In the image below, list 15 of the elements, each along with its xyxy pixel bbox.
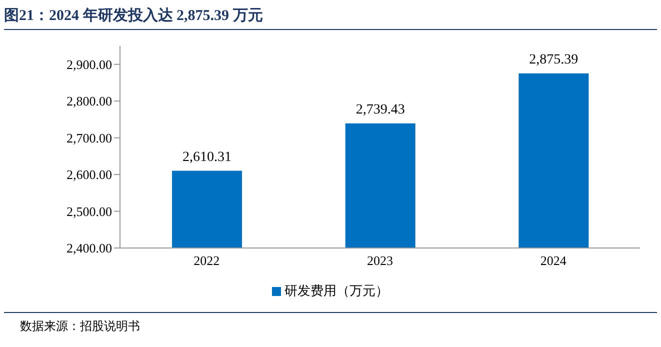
y-tick-label: 2,500.00 [66, 204, 112, 219]
y-tick-label: 2,800.00 [66, 94, 112, 109]
y-tick-label: 2,600.00 [66, 167, 112, 182]
x-tick-label: 2022 [194, 253, 220, 268]
data-label: 2,875.39 [529, 52, 578, 68]
x-tick-label: 2024 [540, 253, 567, 268]
legend-label: 研发费用（万元） [284, 283, 388, 298]
data-label: 2,739.43 [356, 102, 405, 118]
y-tick-label: 2,900.00 [66, 56, 112, 72]
x-tick-label: 2023 [367, 253, 393, 268]
chart-title: 图21：2024 年研发投入达 2,875.39 万元 [4, 6, 263, 25]
y-tick-label: 2,400.00 [66, 240, 112, 256]
data-label: 2,610.31 [182, 150, 232, 165]
source-note: 数据来源：招股说明书 [20, 318, 140, 335]
y-tick-label: 2,700.00 [66, 130, 112, 146]
